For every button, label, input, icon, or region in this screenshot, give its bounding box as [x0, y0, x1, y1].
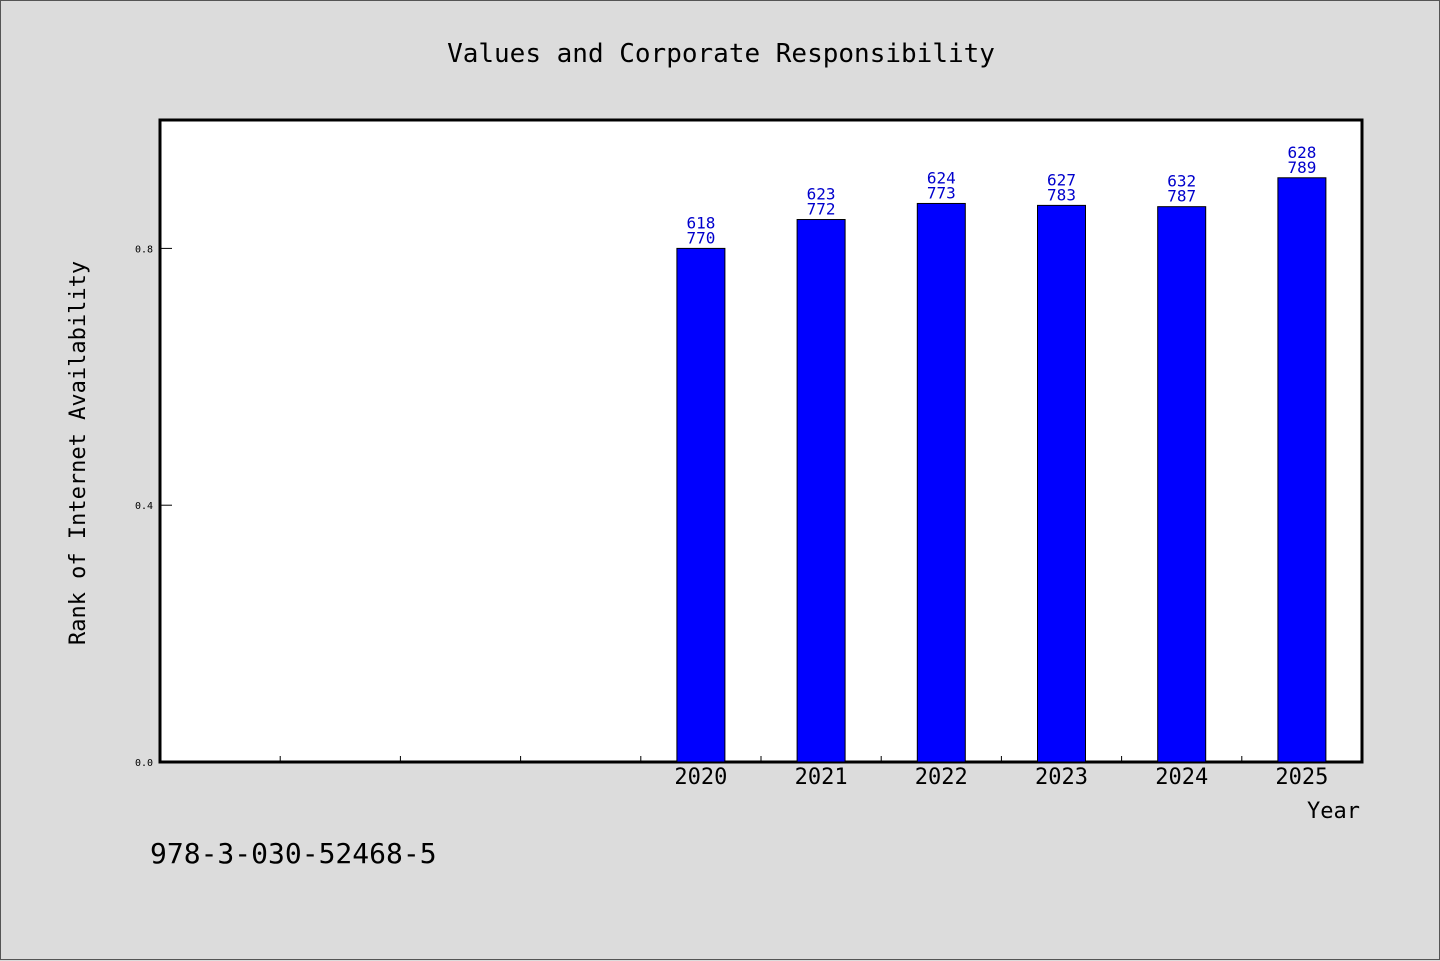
bar-label-bottom: 787 [1167, 187, 1196, 206]
x-axis: 2020 2021 2022 2023 2024 2025 [279, 756, 1328, 790]
y-tick-label: 0.0 [135, 758, 153, 769]
y-axis: 0.0 0.4 0.8 [135, 244, 172, 769]
x-tick-label: 2020 [674, 765, 727, 790]
x-tick-label: 2024 [1155, 765, 1208, 790]
y-tick-label: 0.4 [135, 501, 153, 512]
bar-label-top: 632 [1167, 172, 1196, 191]
x-tick-label: 2023 [1035, 765, 1088, 790]
footnote-isbn: 978-3-030-52468-5 [150, 837, 437, 870]
bar-2024 [1157, 206, 1207, 763]
x-tick-label: 2022 [915, 765, 968, 790]
x-tick-label: 2025 [1275, 765, 1328, 790]
bar-2021 [796, 219, 846, 763]
bar-2022 [916, 202, 966, 763]
bar-label-top: 618 [686, 213, 715, 232]
y-axis-label: Rank of Internet Availability [66, 261, 91, 645]
bar-2025 [1277, 177, 1327, 763]
bar-label-bottom: 772 [807, 200, 836, 219]
bar-label-bottom: 773 [927, 183, 956, 202]
bar-label-bottom: 783 [1047, 185, 1076, 204]
bar-label-bottom: 789 [1287, 158, 1316, 177]
bar-label-top: 627 [1047, 170, 1076, 189]
bar-label-top: 628 [1287, 143, 1316, 162]
bar-2020 [676, 247, 726, 763]
bar-2023 [1037, 204, 1086, 763]
bar-label-top: 624 [927, 168, 956, 187]
chart-title: Values and Corporate Responsibility [447, 39, 995, 69]
x-axis-label: Year [1307, 799, 1360, 824]
x-tick-label: 2021 [795, 765, 848, 790]
bar-label-bottom: 770 [686, 228, 715, 247]
bar-label-top: 623 [807, 185, 836, 204]
y-tick-label: 0.8 [135, 244, 153, 255]
bars-group [676, 177, 1327, 763]
